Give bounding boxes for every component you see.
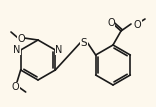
- Text: S: S: [81, 38, 87, 48]
- Text: O: O: [12, 82, 20, 92]
- Text: O: O: [107, 18, 115, 27]
- Text: O: O: [134, 20, 142, 30]
- Text: N: N: [55, 45, 63, 55]
- Text: O: O: [17, 34, 25, 44]
- Text: N: N: [13, 45, 21, 55]
